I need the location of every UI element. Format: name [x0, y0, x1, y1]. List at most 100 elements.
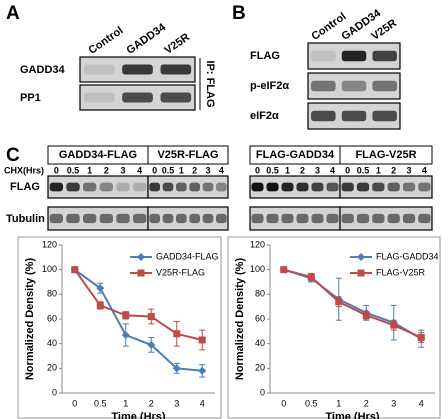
band	[202, 182, 214, 192]
panel-label: B	[232, 3, 246, 24]
time-label: 3	[315, 165, 320, 175]
data-point	[71, 266, 79, 274]
data-point	[96, 284, 105, 293]
chart-frame	[17, 236, 222, 419]
y-tick-label: 120	[42, 239, 57, 249]
data-point	[121, 331, 130, 340]
band	[341, 182, 354, 192]
band	[341, 50, 367, 62]
legend-marker	[357, 253, 365, 261]
band	[251, 182, 264, 192]
x-tick-label: 1	[123, 398, 128, 408]
band	[418, 182, 431, 192]
series-line	[283, 268, 422, 339]
band	[122, 64, 153, 75]
band	[216, 182, 227, 192]
time-label: 2	[391, 165, 396, 175]
y-tick-label: 80	[255, 289, 265, 299]
row-label: FLAG	[10, 181, 40, 193]
time-label: 4	[422, 165, 427, 175]
band	[83, 64, 115, 75]
data-point	[172, 364, 181, 373]
x-tick-label: 4	[419, 398, 424, 408]
row-label: Tubulin	[6, 213, 45, 225]
band	[356, 213, 370, 224]
y-tick-label: 20	[47, 363, 57, 373]
y-tick-label: 60	[47, 313, 57, 323]
band	[83, 92, 115, 103]
row-label: GADD34	[20, 64, 66, 76]
time-label: 1	[285, 165, 290, 175]
data-point	[335, 298, 343, 306]
chart-frame	[227, 236, 441, 419]
legend-marker	[137, 253, 145, 261]
time-label: 4	[330, 165, 335, 175]
band	[216, 213, 227, 224]
time-label: 2	[104, 165, 109, 175]
band	[281, 213, 294, 224]
x-tick-label: 0.5	[305, 398, 318, 408]
band	[66, 182, 80, 192]
data-point	[417, 334, 425, 341]
band	[372, 182, 385, 192]
row-label: PP1	[20, 92, 41, 104]
time-label: 1	[179, 165, 184, 175]
group-label: GADD34-FLAG	[59, 149, 137, 161]
y-tick-label: 20	[255, 363, 265, 373]
band	[189, 182, 200, 192]
group-label: FLAG-V25R	[355, 149, 416, 161]
data-point	[173, 330, 181, 338]
x-tick-label: 2	[364, 398, 369, 408]
y-tick-label: 0	[260, 387, 265, 397]
data-point	[147, 340, 156, 349]
band	[372, 50, 397, 62]
band	[418, 213, 431, 224]
time-label: 1	[87, 165, 92, 175]
band	[176, 182, 187, 192]
band	[341, 110, 367, 122]
band	[49, 213, 63, 224]
panel-label: A	[6, 3, 20, 24]
series-line	[73, 269, 203, 341]
group-box	[339, 145, 433, 165]
column-label: Control	[87, 25, 126, 57]
data-point	[147, 313, 155, 321]
blot	[339, 206, 433, 231]
band	[372, 110, 397, 122]
time-label: 2	[300, 165, 305, 175]
column-label: V25R	[163, 31, 192, 57]
band	[116, 213, 130, 224]
band	[83, 182, 97, 192]
band	[311, 80, 336, 92]
band	[311, 182, 324, 192]
band	[281, 182, 294, 192]
band	[341, 213, 354, 224]
y-axis-label: Normalized Density (%)	[24, 258, 36, 381]
time-label: 2	[192, 165, 197, 175]
time-label: 1	[376, 165, 381, 175]
time-label: 0	[345, 165, 350, 175]
time-label: 0	[54, 165, 59, 175]
band	[266, 213, 279, 224]
y-tick-label: 60	[255, 313, 265, 323]
y-tick-label: 40	[255, 338, 265, 348]
band	[266, 182, 279, 192]
band	[311, 110, 336, 122]
x-tick-label: 0	[281, 398, 286, 408]
row-label: eIF2α	[250, 110, 279, 122]
band	[311, 213, 324, 224]
group-box	[147, 145, 229, 165]
band	[149, 182, 160, 192]
y-tick-label: 120	[250, 239, 265, 249]
band	[99, 213, 113, 224]
blot	[147, 206, 229, 231]
band	[66, 213, 80, 224]
band	[176, 213, 187, 224]
x-axis-label: Time (Hrs)	[325, 411, 380, 419]
band	[189, 213, 200, 224]
band	[116, 182, 130, 192]
band	[341, 80, 367, 92]
band	[402, 182, 416, 192]
time-label: 3	[205, 165, 210, 175]
blot	[339, 175, 433, 199]
